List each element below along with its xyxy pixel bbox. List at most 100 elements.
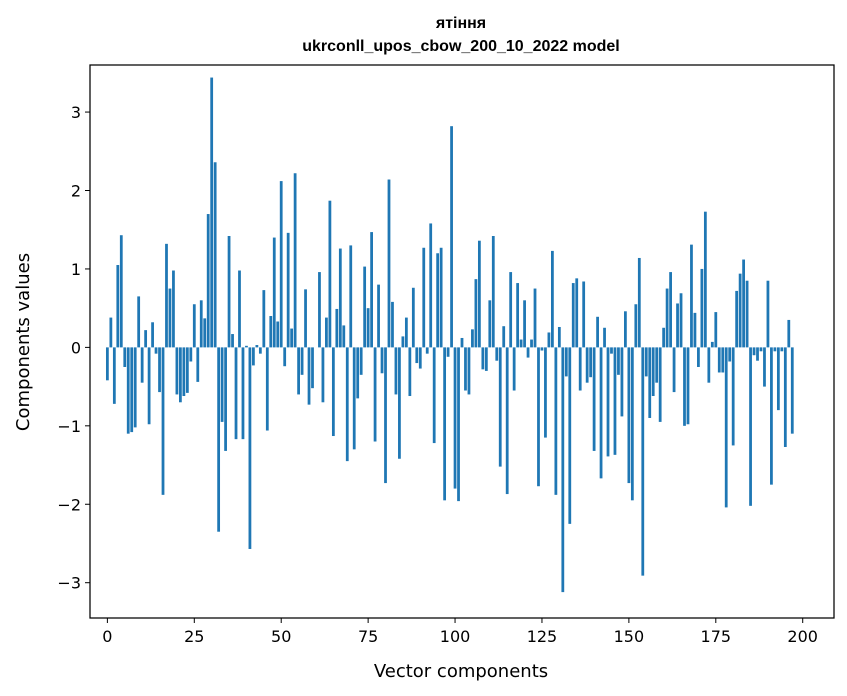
bar (335, 308, 339, 348)
bar (331, 347, 335, 437)
bar (373, 347, 377, 442)
bar (731, 347, 735, 446)
bar (658, 347, 662, 422)
chart-title-line-1: ятіння (435, 15, 486, 32)
bar (168, 288, 172, 348)
bar (474, 279, 478, 348)
bar (686, 347, 690, 425)
bar (568, 347, 572, 524)
bar (477, 240, 481, 348)
bar (286, 232, 290, 348)
x-tick-label: 125 (527, 627, 558, 646)
bar (297, 347, 300, 395)
x-tick-label: 175 (701, 627, 732, 646)
x-tick-label: 150 (614, 627, 645, 646)
x-axis-label: Vector components (374, 661, 548, 682)
bar (672, 347, 676, 393)
bar (773, 347, 777, 352)
bar (728, 347, 732, 362)
bar (338, 248, 342, 348)
bar (471, 329, 474, 348)
bar (321, 347, 325, 403)
bar (787, 319, 791, 348)
bar (408, 347, 412, 397)
bar (293, 173, 297, 348)
chart-title-line-2: ukrconll_upos_cbow_200_10_2022 model (302, 38, 619, 55)
bar (735, 290, 739, 348)
bar (363, 266, 367, 348)
bar (603, 327, 606, 348)
bar (651, 347, 655, 397)
bar (717, 347, 721, 373)
bar (279, 181, 283, 348)
bar (175, 347, 179, 395)
bar (411, 287, 415, 348)
bar (154, 347, 158, 354)
bar (627, 347, 631, 484)
x-axis-ticks: 0 25 50 75 100 125 150 175 200 (102, 618, 818, 646)
bar (752, 347, 756, 356)
bar (564, 347, 568, 377)
bar (265, 347, 269, 431)
y-tick-label: 1 (71, 260, 81, 279)
bar (742, 259, 745, 348)
bar (537, 347, 540, 487)
x-tick-label: 75 (358, 627, 378, 646)
bar (641, 347, 645, 576)
bar (394, 347, 398, 395)
bar (217, 347, 221, 532)
bar (116, 265, 120, 348)
bar (599, 347, 603, 479)
bar (133, 347, 137, 428)
bar (544, 347, 547, 438)
bar (137, 296, 141, 348)
bar (488, 300, 492, 348)
bar (196, 347, 200, 382)
bar (783, 347, 787, 447)
bar (676, 303, 679, 348)
bar (252, 347, 255, 366)
bar (561, 347, 565, 593)
bar (610, 347, 613, 354)
bar (700, 268, 704, 348)
bar (592, 347, 596, 451)
bar (491, 236, 495, 348)
bar (189, 347, 193, 362)
y-tick-label: −3 (57, 574, 81, 593)
bar (422, 247, 426, 348)
bar (231, 334, 234, 348)
bar (258, 347, 262, 354)
bar (366, 308, 370, 348)
bar (516, 283, 520, 348)
bar (311, 347, 314, 389)
bar (662, 327, 666, 348)
bar (707, 347, 711, 383)
bar (759, 347, 763, 352)
bar (227, 236, 231, 348)
bar (241, 347, 245, 440)
bar (349, 245, 353, 348)
bar (140, 347, 144, 383)
bar (109, 317, 113, 348)
bar (439, 247, 443, 348)
bar (161, 347, 165, 495)
bar (370, 232, 373, 348)
bar (213, 162, 217, 348)
bar (453, 347, 457, 489)
bar (693, 312, 697, 348)
bar (415, 347, 419, 364)
bar (147, 347, 151, 425)
bar (551, 250, 554, 348)
bar (624, 311, 627, 348)
bar (665, 288, 669, 348)
bar (123, 347, 127, 367)
bar (578, 347, 582, 391)
bar (345, 347, 349, 462)
bar (429, 223, 433, 348)
bar (547, 332, 551, 348)
bar (679, 293, 683, 348)
x-tick-label: 25 (184, 627, 204, 646)
bar (460, 337, 464, 348)
bar (248, 347, 252, 549)
bar (220, 347, 224, 422)
